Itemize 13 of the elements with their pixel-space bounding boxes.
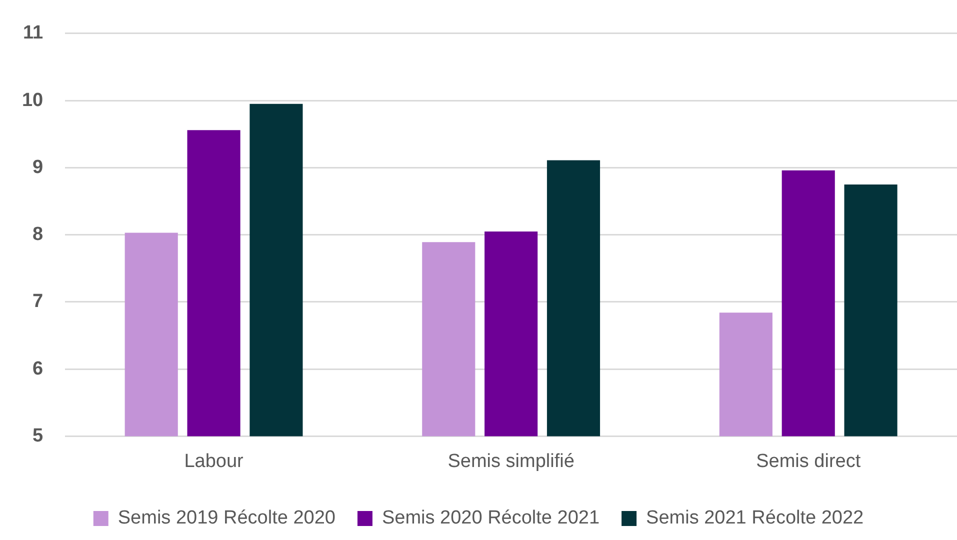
y-tick-label: 11 xyxy=(23,22,44,44)
y-tick-label: 9 xyxy=(32,156,44,178)
legend-label: Semis 2020 Récolte 2021 xyxy=(382,508,600,529)
legend-label: Semis 2019 Récolte 2020 xyxy=(118,508,336,529)
y-tick-label: 8 xyxy=(32,224,44,246)
y-tick-label: 5 xyxy=(32,425,44,446)
y-tick-label: 7 xyxy=(32,291,44,312)
y-tick-label: 6 xyxy=(32,358,44,380)
legend-label: Semis 2021 Récolte 2022 xyxy=(646,508,864,529)
x-tick-label: Labour xyxy=(184,450,244,472)
x-tick-label: Semis simplifié xyxy=(448,450,574,472)
x-tick-label: Semis direct xyxy=(756,450,862,472)
y-tick-label: 10 xyxy=(22,90,44,111)
